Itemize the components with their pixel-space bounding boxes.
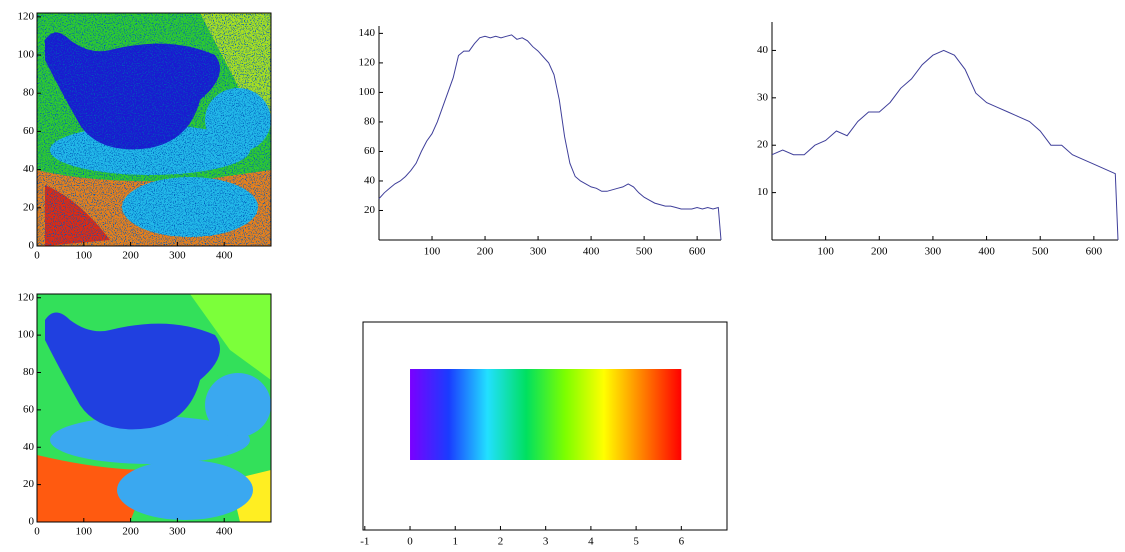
x-tick-label: -1 bbox=[360, 536, 369, 548]
x-tick-label: 600 bbox=[689, 246, 706, 258]
contour-image bbox=[37, 13, 271, 246]
x-tick-label: 300 bbox=[925, 246, 942, 258]
x-tick-label: 4 bbox=[588, 536, 594, 548]
color-bar bbox=[410, 369, 682, 460]
y-tick-label: 20 bbox=[757, 139, 769, 151]
x-tick-label: 400 bbox=[216, 250, 233, 262]
y-tick-label: 80 bbox=[23, 87, 35, 99]
y-tick-label: 20 bbox=[23, 478, 35, 490]
y-tick-label: 80 bbox=[23, 366, 35, 378]
x-tick-label: 300 bbox=[169, 250, 186, 262]
y-tick-label: 0 bbox=[29, 240, 35, 252]
y-tick-label: 20 bbox=[23, 201, 35, 213]
x-tick-label: 100 bbox=[817, 246, 834, 258]
contour-image bbox=[37, 294, 271, 522]
x-tick-label: 300 bbox=[169, 526, 186, 538]
y-tick-label: 100 bbox=[359, 86, 376, 98]
x-tick-label: 3 bbox=[543, 536, 549, 548]
y-tick-label: 120 bbox=[18, 291, 35, 303]
y-tick-label: 0 bbox=[29, 516, 35, 528]
y-tick-label: 60 bbox=[23, 403, 35, 415]
x-tick-label: 200 bbox=[871, 246, 888, 258]
plot-frame bbox=[36, 293, 272, 523]
y-tick-label: 60 bbox=[23, 125, 35, 137]
x-tick-label: 400 bbox=[583, 246, 600, 258]
y-tick-label: 100 bbox=[18, 329, 35, 341]
x-tick-label: 600 bbox=[1086, 246, 1103, 258]
x-tick-label: 500 bbox=[1032, 246, 1049, 258]
y-tick-label: 140 bbox=[359, 27, 376, 39]
x-tick-label: 200 bbox=[122, 250, 139, 262]
x-tick-label: 1 bbox=[452, 536, 458, 548]
x-tick-label: 0 bbox=[407, 536, 413, 548]
x-tick-label: 100 bbox=[76, 250, 93, 262]
x-tick-label: 6 bbox=[679, 536, 685, 548]
x-tick-label: 400 bbox=[978, 246, 995, 258]
y-tick-label: 40 bbox=[23, 163, 35, 175]
y-tick-label: 40 bbox=[364, 174, 376, 186]
x-tick-label: 100 bbox=[76, 526, 93, 538]
x-tick-label: 300 bbox=[530, 246, 547, 258]
y-tick-label: 100 bbox=[18, 49, 35, 61]
x-tick-label: 5 bbox=[633, 536, 639, 548]
x-tick-label: 500 bbox=[636, 246, 653, 258]
y-tick-label: 120 bbox=[359, 56, 376, 68]
x-tick-label: 400 bbox=[216, 526, 233, 538]
x-tick-label: 200 bbox=[477, 246, 494, 258]
y-tick-label: 20 bbox=[364, 204, 376, 216]
y-tick-label: 80 bbox=[364, 115, 376, 127]
y-tick-label: 10 bbox=[757, 186, 769, 198]
x-tick-label: 100 bbox=[424, 246, 441, 258]
x-tick-label: 0 bbox=[34, 526, 40, 538]
x-tick-label: 2 bbox=[498, 536, 504, 548]
y-tick-label: 30 bbox=[757, 91, 769, 103]
y-tick-label: 40 bbox=[23, 441, 35, 453]
x-tick-label: 0 bbox=[34, 250, 40, 262]
data-line bbox=[378, 34, 722, 241]
plot-frame bbox=[362, 321, 728, 531]
data-line bbox=[771, 49, 1119, 241]
x-tick-label: 200 bbox=[122, 526, 139, 538]
y-tick-label: 60 bbox=[364, 145, 376, 157]
y-tick-label: 40 bbox=[757, 44, 769, 56]
plot-frame bbox=[36, 12, 272, 247]
y-tick-label: 120 bbox=[18, 10, 35, 22]
